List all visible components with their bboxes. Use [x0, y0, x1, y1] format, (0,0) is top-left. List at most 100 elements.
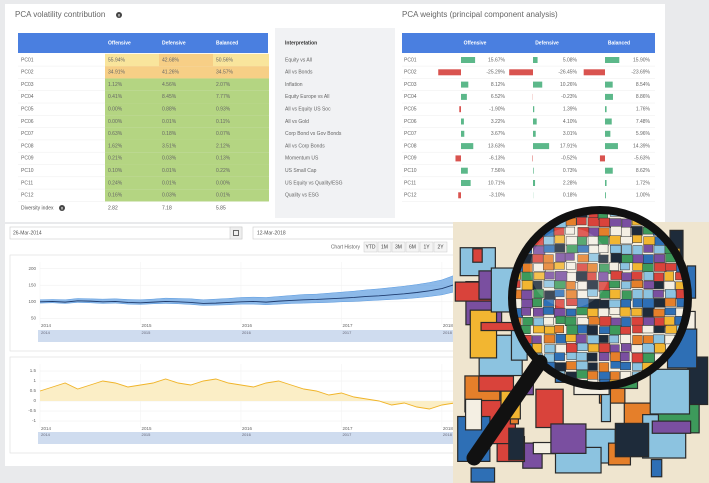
- interpretation-row: Quality vs ESG: [285, 193, 319, 199]
- lens-tile: [533, 325, 545, 334]
- cell-value: 0.22%: [216, 168, 231, 174]
- range-button[interactable]: [433, 241, 448, 253]
- cell-value: 0.03%: [162, 156, 177, 162]
- lens-tile: [610, 351, 621, 362]
- lens-highlight: [530, 228, 610, 308]
- lens-tile: [631, 226, 643, 236]
- row-label: PC02: [404, 70, 417, 76]
- row-label: PC08: [21, 143, 34, 149]
- weight-bar: [461, 81, 469, 88]
- range-button-label[interactable]: 6M: [409, 244, 416, 250]
- cell-value: 0.21%: [108, 156, 123, 162]
- lens-tile: [653, 245, 666, 254]
- lens-tile: [598, 227, 610, 238]
- range-button-label[interactable]: YTD: [366, 244, 376, 250]
- lens-tile: [554, 325, 565, 334]
- weight-bar: [458, 192, 461, 199]
- lens-tile: [587, 334, 600, 344]
- lens-tile: [620, 334, 631, 344]
- lens-tile: [543, 262, 555, 271]
- lens-tile: [586, 325, 598, 335]
- lens-tile: [554, 352, 565, 361]
- range-button[interactable]: [377, 241, 392, 253]
- lens-tile: [687, 210, 698, 220]
- weight-bar: [533, 81, 543, 88]
- lens-tile: [620, 362, 631, 371]
- x-tick-label: 2014: [41, 426, 52, 431]
- cell-value: -26.45%: [558, 70, 577, 76]
- mosaic-tile: [614, 422, 650, 458]
- column-header: Offensive: [108, 40, 131, 46]
- cell-value: -25.29%: [486, 70, 505, 76]
- cell-value: 7.18: [162, 205, 172, 211]
- date-text: 12-Mar-2018: [257, 230, 286, 236]
- lens-tile: [577, 342, 588, 351]
- cell-value: 8.45%: [162, 94, 177, 100]
- heat-cell: [213, 53, 269, 67]
- lens-tile: [566, 308, 577, 317]
- cell-value: 2.82: [108, 205, 118, 211]
- heat-cell: [159, 78, 213, 91]
- cell-value: 15.67%: [488, 57, 506, 63]
- row-label: PC07: [21, 131, 34, 137]
- lens-tile: [521, 307, 531, 316]
- cell-value: -0.52%: [561, 156, 577, 162]
- heat-cell: [159, 176, 213, 190]
- row-label: PC04: [21, 94, 34, 100]
- weight-bar: [461, 130, 465, 137]
- row-label: PC02: [21, 70, 34, 76]
- range-button[interactable]: [363, 241, 378, 253]
- weight-bar: [461, 57, 476, 63]
- weight-bar: [605, 118, 612, 125]
- lens-tile: [632, 298, 643, 308]
- cell-value: 2.12%: [216, 143, 231, 149]
- lens-tile: [609, 289, 621, 299]
- row-label: PC10: [21, 168, 34, 174]
- series-line: [39, 378, 455, 410]
- range-button-label[interactable]: 2Y: [437, 244, 444, 250]
- y-tick-label: 150: [28, 282, 36, 287]
- range-button[interactable]: [405, 241, 420, 253]
- lens-tile: [653, 281, 664, 290]
- weight-bar: [509, 69, 533, 76]
- cell-value: 5.08%: [563, 57, 578, 63]
- range-button-label[interactable]: 1M: [381, 244, 388, 250]
- lens-tile: [543, 334, 556, 344]
- weight-bar: [605, 106, 607, 113]
- y-tick-label: 200: [28, 266, 36, 271]
- series-line: [39, 291, 455, 306]
- interpretation-panel: [275, 28, 395, 218]
- navigator[interactable]: [38, 432, 455, 444]
- navigator[interactable]: [38, 330, 455, 342]
- lens-tile: [598, 334, 609, 343]
- row-label: Diversity index: [21, 205, 54, 211]
- lens-tile: [610, 361, 622, 369]
- heat-cell: [213, 152, 269, 165]
- range-button[interactable]: [391, 241, 406, 253]
- weight-bar: [533, 106, 535, 113]
- lens-tile: [554, 289, 565, 298]
- calendar-button[interactable]: [229, 226, 243, 240]
- lens-tile: [544, 344, 556, 354]
- heat-cell: [159, 139, 213, 153]
- column-header: Defensive: [162, 40, 186, 46]
- range-button-label[interactable]: 3M: [395, 244, 402, 250]
- lens-tile: [642, 263, 654, 273]
- lens-tile: [643, 244, 654, 253]
- weight-bar: [533, 57, 538, 63]
- lens-tile: [598, 271, 609, 282]
- weight-bar: [459, 106, 461, 113]
- column-header: Defensive: [535, 40, 559, 46]
- lens-tile: [653, 298, 666, 308]
- cell-value: 13.63%: [488, 143, 506, 149]
- range-button-label[interactable]: 1Y: [423, 244, 430, 250]
- navigator-label: 2017: [342, 432, 352, 437]
- lens-tile: [598, 362, 609, 373]
- mosaic-tile: [472, 248, 483, 263]
- range-button[interactable]: [419, 241, 434, 253]
- weight-bar: [605, 180, 607, 186]
- lens-tile: [632, 289, 643, 300]
- interpretation-row: US Equity vs Quality/ESG: [285, 180, 343, 186]
- navigator-label: 2015: [141, 432, 151, 437]
